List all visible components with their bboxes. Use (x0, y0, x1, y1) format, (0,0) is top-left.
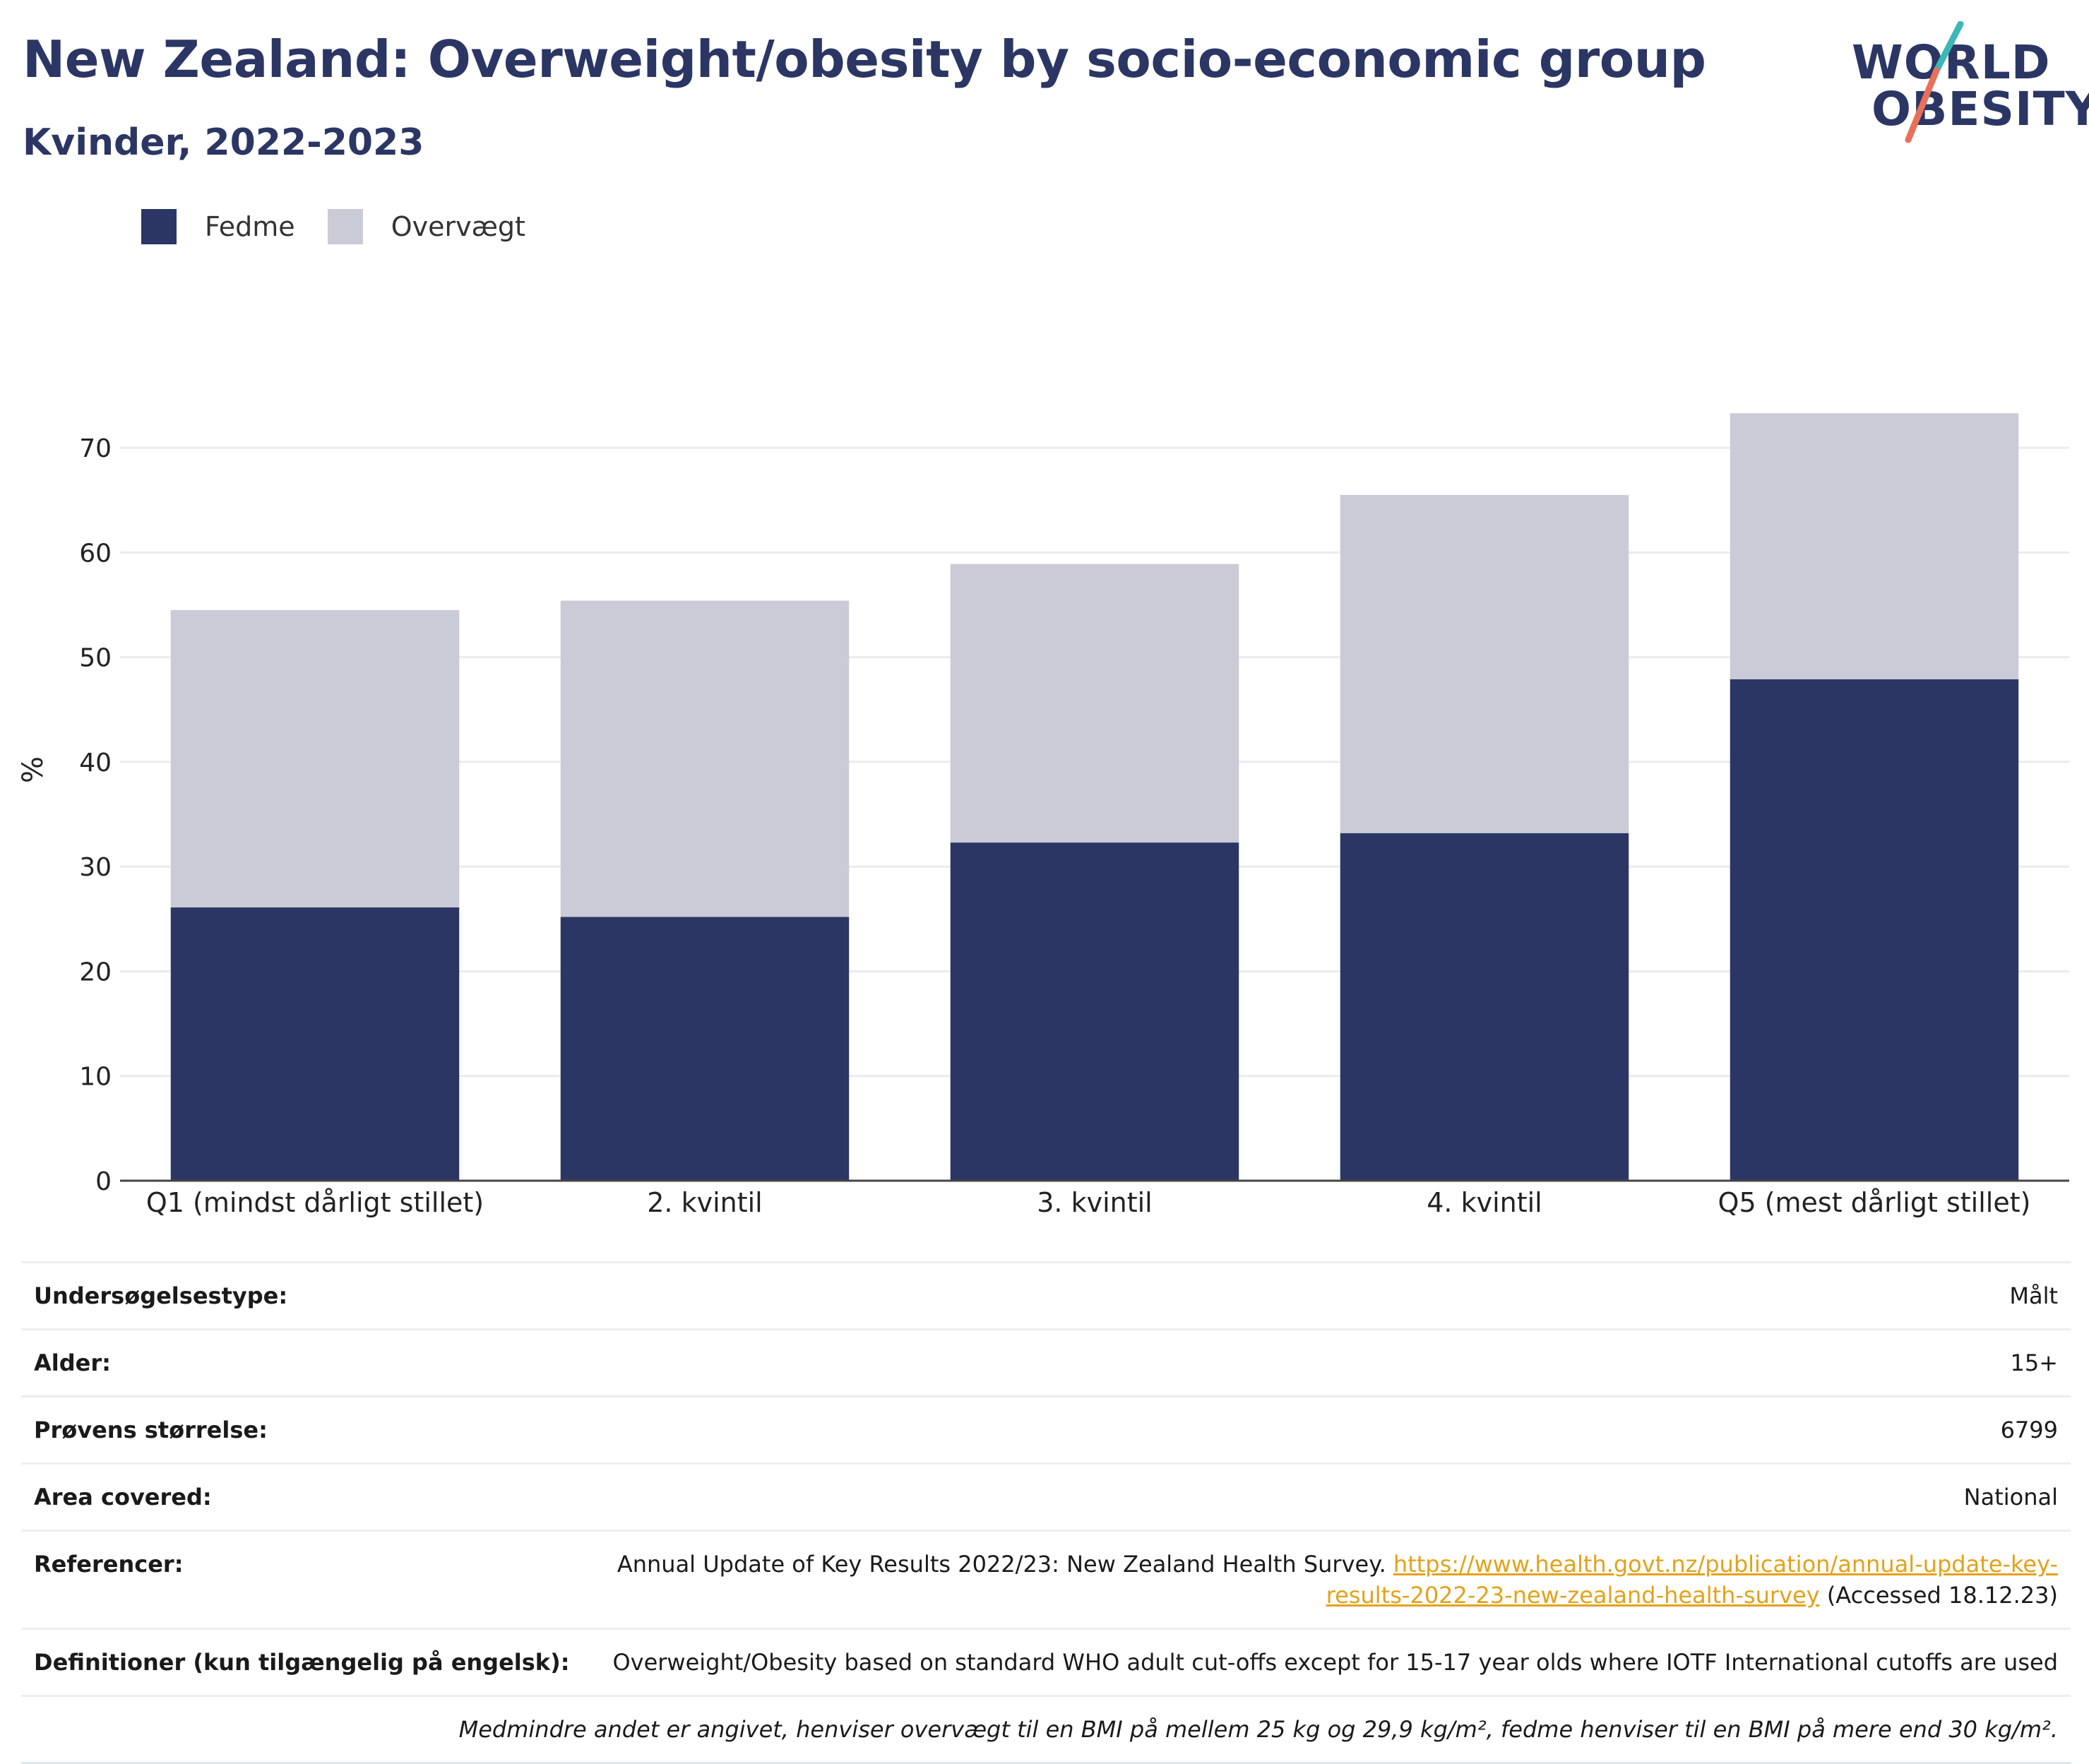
y-tick-label: 40 (79, 749, 112, 777)
meta-value: 15+ (583, 1328, 2071, 1397)
x-axis-ticks: Q1 (mindst dårligt stillet) 2. kvintil 3. … (146, 1187, 2031, 1218)
x-tick-label: 4. kvintil (1427, 1187, 1542, 1218)
metadata-table: Undersøgelsestype: Målt Alder: 15+ Prøve… (21, 1261, 2071, 1764)
bar-overvaegt[interactable] (1730, 413, 2019, 679)
meta-key: Referencer: (21, 1530, 583, 1629)
meta-row-survey-type: Undersøgelsestype: Målt (21, 1261, 2071, 1330)
y-tick-label: 60 (79, 539, 112, 568)
y-tick-label: 10 (79, 1063, 112, 1092)
bar-overvaegt[interactable] (170, 609, 460, 908)
reference-text: Annual Update of Key Results 2022/23: Ne… (617, 1551, 1386, 1578)
x-tick-label: 3. kvintil (1037, 1187, 1153, 1218)
y-tick-label: 0 (95, 1167, 112, 1196)
bar-fedme[interactable] (1730, 679, 2019, 1181)
meta-key: Undersøgelsestype: (21, 1261, 583, 1330)
meta-row-age: Alder: 15+ (21, 1328, 2071, 1397)
bar-fedme[interactable] (1340, 833, 1629, 1181)
chart-legend: Fedme Overvægt (141, 209, 558, 244)
stacked-bar-chart: 0 10 20 30 40 50 60 70 Q1 (mindst dårligt still… (17, 413, 2069, 1218)
reference-accessed: (Accessed 18.12.23) (1826, 1582, 2058, 1609)
world-obesity-logo: WORLD OBESITY (1843, 21, 2089, 148)
logo-slash-icon (1905, 21, 1964, 143)
chart-subtitle: Kvinder, 2022-2023 (23, 121, 424, 164)
bar-fedme[interactable] (560, 917, 850, 1181)
bar-overvaegt[interactable] (560, 600, 850, 917)
meta-key: Area covered: (21, 1462, 583, 1531)
meta-value: National (583, 1462, 2071, 1531)
legend-item-overvaegt[interactable]: Overvægt (327, 209, 525, 244)
meta-key: Definitioner (kun tilgængelig på engelsk… (21, 1628, 583, 1696)
meta-value: Målt (583, 1261, 2071, 1330)
y-tick-label: 50 (79, 644, 112, 673)
bars (170, 413, 2019, 1181)
meta-value: Overweight/Obesity based on standard WHO… (583, 1628, 2071, 1696)
legend-swatch-overvaegt (327, 209, 363, 244)
chart-title: New Zealand: Overweight/obesity by socio… (23, 30, 1706, 89)
x-tick-label: 2. kvintil (647, 1187, 763, 1218)
meta-row-references: Referencer: Annual Update of Key Results… (21, 1530, 2071, 1629)
y-tick-label: 30 (79, 853, 112, 882)
y-tick-label: 20 (79, 958, 112, 987)
reference-link[interactable]: https://www.health.govt.nz/publication/a… (1326, 1551, 2058, 1609)
y-axis-ticks: 0 10 20 30 40 50 60 70 (79, 434, 112, 1196)
meta-value: Annual Update of Key Results 2022/23: Ne… (583, 1530, 2071, 1629)
x-tick-label: Q1 (mindst dårligt stillet) (146, 1187, 484, 1218)
x-tick-label: Q5 (mest dårligt stillet) (1718, 1187, 2031, 1218)
bar-fedme[interactable] (950, 842, 1239, 1181)
y-axis-label: % (17, 756, 49, 783)
bar-fedme[interactable] (170, 907, 460, 1181)
meta-key: Alder: (21, 1328, 583, 1397)
legend-item-fedme[interactable]: Fedme (141, 209, 295, 244)
bar-overvaegt[interactable] (1340, 494, 1629, 833)
logo-line-2: OBESITY (1871, 82, 2089, 136)
meta-key: Prøvens størrelse: (21, 1395, 583, 1464)
meta-row-footnote: Medmindre andet er angivet, henviser ove… (21, 1695, 2071, 1764)
meta-row-area: Area covered: National (21, 1462, 2071, 1531)
meta-row-sample-size: Prøvens størrelse: 6799 (21, 1395, 2071, 1464)
bar-overvaegt[interactable] (950, 564, 1239, 843)
meta-value: 6799 (583, 1395, 2071, 1464)
legend-label-fedme: Fedme (205, 211, 295, 242)
y-tick-label: 70 (79, 434, 112, 463)
legend-swatch-fedme (141, 209, 177, 244)
legend-label-overvaegt: Overvægt (391, 211, 525, 242)
meta-row-definitions: Definitioner (kun tilgængelig på engelsk… (21, 1628, 2071, 1696)
footnote: Medmindre andet er angivet, henviser ove… (21, 1695, 2071, 1764)
